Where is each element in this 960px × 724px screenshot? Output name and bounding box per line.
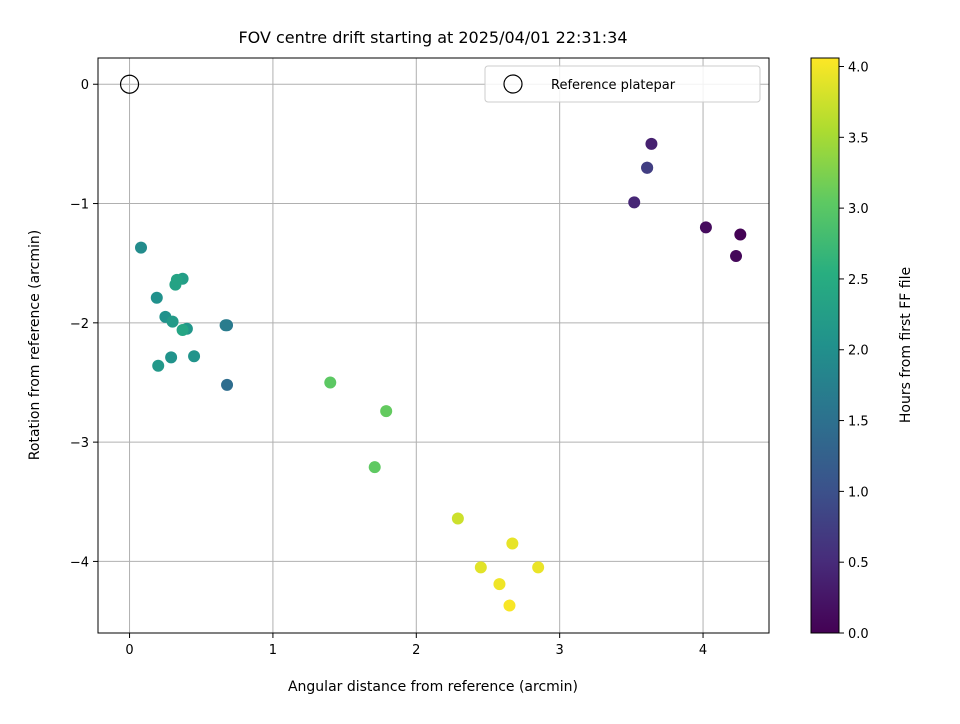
y-tick-label: −4	[70, 555, 89, 570]
scatter-point	[532, 561, 545, 574]
scatter-point	[166, 315, 179, 328]
scatter-point	[645, 137, 658, 150]
legend-label: Reference platepar	[551, 78, 676, 93]
scatter-point	[503, 599, 516, 612]
scatter-point	[219, 319, 232, 332]
scatter-point	[506, 537, 519, 550]
colorbar-tick-label: 1.5	[848, 415, 869, 430]
scatter-point	[641, 161, 654, 174]
scatter-point	[176, 323, 189, 336]
scatter-point	[699, 221, 712, 234]
plot-frame	[97, 57, 770, 634]
scatter-point	[152, 359, 165, 372]
scatter-point	[628, 196, 641, 209]
grid-layer	[98, 58, 769, 633]
x-tick-label: 0	[125, 643, 133, 658]
points-layer	[119, 74, 747, 612]
scatter-point	[324, 376, 337, 389]
scatter-point	[165, 351, 178, 364]
colorbar-tick-label: 2.5	[848, 273, 869, 288]
colorbar-gradient	[810, 57, 840, 634]
y-tick-label: −1	[70, 198, 89, 213]
scatter-point	[730, 250, 743, 263]
scatter-point	[493, 578, 506, 591]
colorbar-tick-label: 4.0	[848, 60, 869, 75]
legend-marker-open-circle	[503, 74, 523, 94]
scatter-point	[474, 561, 487, 574]
y-axis-label: Rotation from reference (arcmin)	[27, 230, 43, 460]
chart-title: FOV centre drift starting at 2025/04/01 …	[238, 28, 627, 47]
colorbar-tick-label: 2.0	[848, 344, 869, 359]
legend-box	[484, 65, 761, 103]
colorbar-label: Hours from first FF file	[898, 267, 914, 423]
scatter-point	[188, 350, 201, 363]
y-tick-label: −3	[70, 436, 89, 451]
scatter-point	[380, 405, 393, 418]
colorbar-tick-label: 0.0	[848, 627, 869, 642]
y-tick-label: −2	[70, 317, 89, 332]
scatter-point	[135, 241, 148, 254]
x-tick-label: 4	[699, 643, 707, 658]
axes-layer: 0 1 2 3 4 0 −1 −2 −3 −4	[70, 57, 770, 658]
colorbar-tick-label: 0.5	[848, 556, 869, 571]
colorbar-tick-label: 3.5	[848, 131, 869, 146]
scatter-point	[221, 378, 234, 391]
x-tick-label: 1	[269, 643, 277, 658]
colorbar-tick-label: 3.0	[848, 202, 869, 217]
reference-platepar-point	[119, 74, 140, 94]
x-tick-label: 3	[556, 643, 564, 658]
x-axis-label: Angular distance from reference (arcmin)	[288, 679, 578, 695]
colorbar: 0.0 0.5 1.0 1.5 2.0 2.5 3.0 3.5 4.0	[810, 57, 869, 642]
scatter-point	[368, 461, 381, 474]
y-tick-label: 0	[81, 78, 89, 93]
scatter-point	[150, 291, 163, 304]
x-tick-label: 2	[412, 643, 420, 658]
scatter-point	[451, 512, 464, 525]
scatter-point	[734, 228, 747, 241]
legend: Reference platepar	[484, 65, 761, 103]
colorbar-tick-label: 1.0	[848, 485, 869, 500]
scatter-point	[170, 273, 183, 286]
